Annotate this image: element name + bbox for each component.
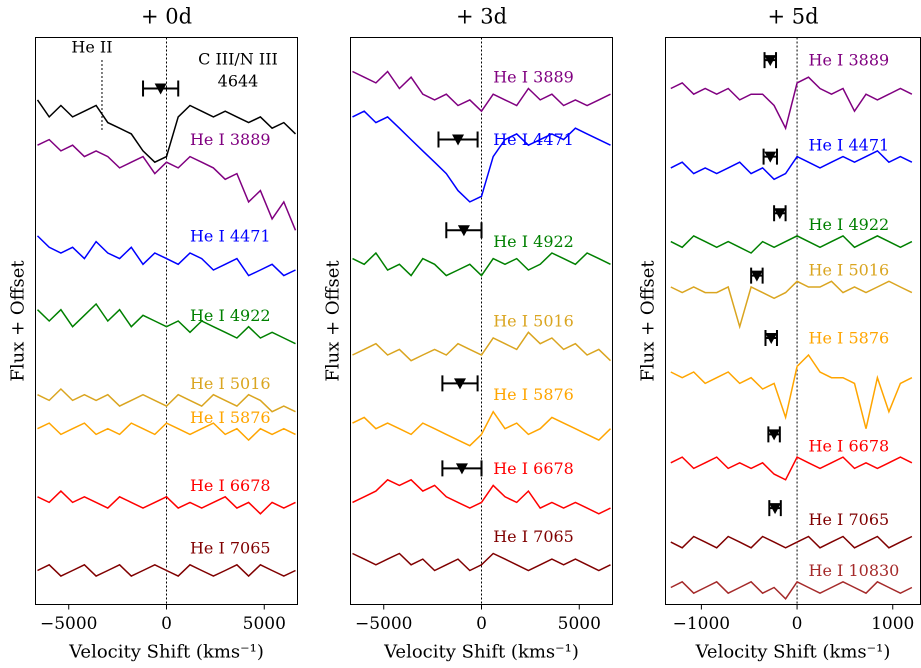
spectrum-line xyxy=(670,76,913,131)
line-label: He I 6678 xyxy=(190,476,271,495)
y-axis-label: Flux + Offset xyxy=(8,260,29,382)
line-label: He I 5016 xyxy=(493,312,574,331)
velocity-marker xyxy=(764,55,777,67)
spectrum-line xyxy=(36,302,296,345)
spectrum-line xyxy=(36,99,297,164)
spectrum-line xyxy=(37,387,296,413)
x-axis-label: Velocity Shift (kms⁻¹) xyxy=(68,642,264,663)
x-tick-label: 5000 xyxy=(558,614,601,634)
line-label: He I 3889 xyxy=(493,68,574,87)
line-label: He I 5876 xyxy=(493,385,574,404)
line-label: He I 3889 xyxy=(809,51,890,70)
spectrum-line xyxy=(37,138,297,231)
spectrum-line xyxy=(352,410,612,447)
panel-title: + 0d xyxy=(141,5,192,29)
spectrum-line xyxy=(36,235,296,277)
velocity-marker xyxy=(768,429,781,441)
line-label: He I 7065 xyxy=(190,538,271,557)
line-label: He I 4471 xyxy=(493,130,574,149)
velocity-marker xyxy=(453,378,466,390)
panel-title: + 3d xyxy=(456,5,507,29)
line-label: He I 4471 xyxy=(809,136,890,155)
velocity-marker xyxy=(154,83,167,95)
spectrum-line xyxy=(670,535,913,549)
axes-frame xyxy=(350,37,613,605)
x-tick-label: 0 xyxy=(476,614,487,634)
velocity-marker xyxy=(765,333,778,345)
velocity-marker xyxy=(764,151,777,163)
x-axis-label: Velocity Shift (kms⁻¹) xyxy=(383,642,579,663)
y-axis-label: Flux + Offset xyxy=(323,260,344,382)
velocity-marker xyxy=(773,208,786,220)
spectrum-line xyxy=(670,149,913,181)
line-label: He I 4922 xyxy=(493,232,574,251)
line-label: He I 6678 xyxy=(809,436,890,455)
line-label: He I 7065 xyxy=(809,510,890,529)
annotation: 4644 xyxy=(218,72,259,91)
x-tick-label: −5000 xyxy=(40,614,98,634)
spectrum-line xyxy=(37,490,296,515)
spectrum-line xyxy=(670,353,913,429)
spectrum-line xyxy=(670,456,913,481)
line-label: He I 10830 xyxy=(809,561,900,580)
velocity-marker xyxy=(457,225,470,237)
line-label: He I 5876 xyxy=(809,329,890,348)
line-label: He I 6678 xyxy=(493,459,574,478)
annotation: He II xyxy=(71,38,112,57)
velocity-marker xyxy=(455,463,468,475)
spectrum-line xyxy=(352,251,611,277)
spectrum-line xyxy=(352,331,612,362)
x-tick-label: 0 xyxy=(161,614,172,634)
spectrum-line xyxy=(352,478,611,515)
annotation: C III/N III xyxy=(198,50,278,69)
x-tick-label: −5000 xyxy=(355,614,413,634)
line-label: He I 5016 xyxy=(190,374,271,393)
spectrum-line xyxy=(352,70,611,113)
x-tick-label: −1000 xyxy=(673,614,731,634)
x-tick-label: 1000 xyxy=(871,614,914,634)
line-label: He I 4471 xyxy=(190,226,271,245)
y-axis-label: Flux + Offset xyxy=(638,260,659,382)
line-label: He I 3889 xyxy=(190,130,271,149)
axes-frame xyxy=(35,37,298,605)
line-label: He I 4922 xyxy=(809,215,890,234)
x-tick-label: 5000 xyxy=(243,614,286,634)
panel-title: + 5d xyxy=(767,5,818,29)
line-label: He I 5876 xyxy=(190,408,271,427)
line-label: He I 7065 xyxy=(493,527,574,546)
spectrum-line xyxy=(37,563,296,578)
velocity-marker xyxy=(769,503,782,515)
spectrum-line xyxy=(37,422,296,442)
x-axis-label: Velocity Shift (kms⁻¹) xyxy=(695,642,891,663)
velocity-marker xyxy=(750,270,763,282)
spectrum-line xyxy=(352,552,611,572)
velocity-marker xyxy=(452,134,465,146)
x-tick-label: 0 xyxy=(792,614,803,634)
spectrum-line xyxy=(352,110,611,203)
line-label: He I 4922 xyxy=(190,306,271,325)
line-label: He I 5016 xyxy=(809,260,890,279)
spectrum-line xyxy=(670,280,913,330)
spectrum-line xyxy=(670,580,913,600)
spectrum-line xyxy=(670,234,913,254)
